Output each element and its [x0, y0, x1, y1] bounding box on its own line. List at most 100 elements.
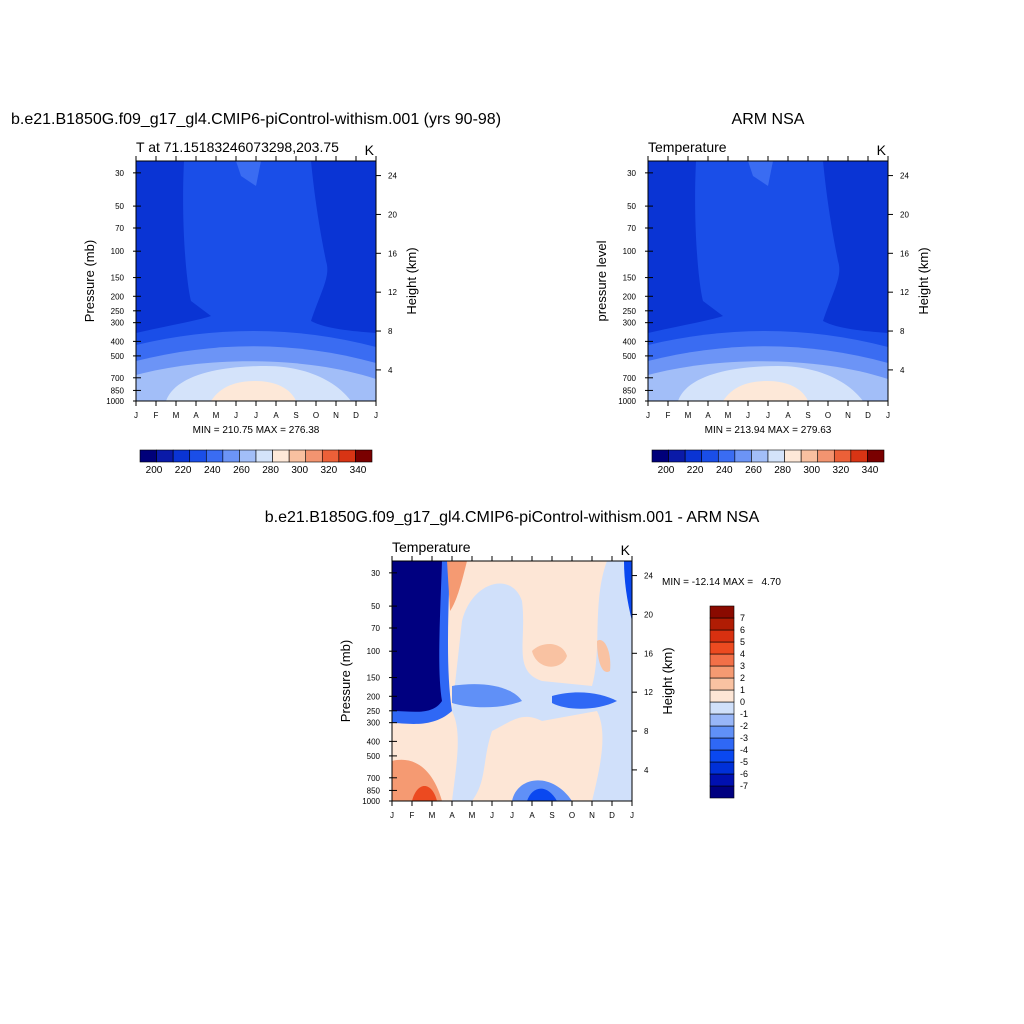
colorbar-label: -5 [740, 757, 748, 767]
colorbar-box [709, 749, 735, 763]
y2-tick-label: 20 [644, 610, 653, 619]
x-tick-label: M [213, 411, 220, 420]
y-tick-label: 400 [111, 337, 125, 346]
y-tick-label: 70 [371, 624, 380, 633]
y-tick-label: 70 [627, 224, 636, 233]
x-tick-label: D [353, 411, 359, 420]
x-tick-label: S [549, 811, 554, 820]
colorbar-label: 2 [740, 673, 745, 683]
colorbar-label: -7 [740, 781, 748, 791]
contour-field [136, 161, 376, 401]
y-tick-label: 100 [111, 247, 125, 256]
colorbar-box [709, 713, 735, 727]
colorbar-box [709, 725, 735, 739]
y-tick-label: 850 [623, 386, 637, 395]
x-tick-label: J [886, 411, 890, 420]
subtitle: Temperature [648, 139, 727, 155]
y2-axis-title: Height (km) [916, 247, 931, 314]
colorbar-box [709, 701, 735, 715]
y-tick-label: 30 [627, 169, 636, 178]
contour-field [648, 161, 888, 401]
y2-axis-title: Height (km) [404, 247, 419, 314]
x-tick-label: J [374, 411, 378, 420]
y2-tick-label: 12 [900, 288, 909, 297]
chart-title: ARM NSA [732, 111, 805, 128]
subtitle: T at 71.15183246073298,203.75 [136, 139, 339, 155]
y-tick-label: 300 [111, 319, 125, 328]
subtitle: Temperature [392, 539, 471, 555]
y2-tick-label: 8 [900, 327, 905, 336]
colorbar-box [784, 449, 802, 463]
colorbar-box [205, 449, 224, 463]
colorbar-box [222, 449, 240, 463]
colorbar-label: 260 [745, 465, 762, 476]
colorbar-box [189, 449, 207, 463]
colorbar-box [651, 449, 669, 463]
y-tick-label: 500 [367, 752, 381, 761]
contour-field [392, 561, 632, 801]
colorbar-box [709, 641, 735, 655]
y-tick-label: 150 [367, 674, 381, 683]
colorbar-label: -1 [740, 709, 748, 719]
colorbar-box [255, 449, 273, 463]
colorbar-label: 0 [740, 697, 745, 707]
y-tick-label: 30 [115, 169, 124, 178]
y2-tick-label: 20 [900, 210, 909, 219]
x-tick-label: J [254, 411, 258, 420]
colorbar-box [272, 449, 290, 463]
x-tick-label: M [429, 811, 436, 820]
y2-tick-label: 8 [388, 327, 393, 336]
y2-tick-label: 24 [900, 172, 909, 181]
y-axis-title: Pressure (mb) [82, 240, 97, 322]
colorbar-box [139, 449, 157, 463]
x-tick-label: F [666, 411, 671, 420]
x-tick-label: N [589, 811, 595, 820]
x-tick-label: J [134, 411, 138, 420]
colorbar-label: 4 [740, 649, 745, 659]
colorbar-box [709, 605, 735, 619]
y-axis-title: Pressure (mb) [338, 640, 353, 722]
colorbar-box [709, 689, 735, 703]
colorbar-box [734, 449, 752, 463]
stats: MIN = 213.94 MAX = 279.63 [705, 425, 832, 436]
y-tick-label: 400 [623, 337, 637, 346]
colorbar-label: 340 [862, 465, 879, 476]
y2-tick-label: 16 [388, 249, 397, 258]
x-tick-label: D [865, 411, 871, 420]
colorbar-box [701, 449, 719, 463]
y-tick-label: 30 [371, 569, 380, 578]
x-tick-label: N [845, 411, 851, 420]
colorbar-label: 320 [321, 465, 338, 476]
x-tick-label: J [234, 411, 238, 420]
colorbar-label: 220 [175, 465, 192, 476]
y-tick-label: 700 [367, 774, 381, 783]
colorbar-label: 260 [233, 465, 250, 476]
colorbar-label: 320 [833, 465, 850, 476]
colorbar-label: 300 [291, 465, 308, 476]
colorbar-label: 240 [716, 465, 733, 476]
colorbar-box [709, 773, 735, 787]
colorbar-box [767, 449, 785, 463]
colorbar-box [751, 449, 769, 463]
x-tick-label: A [193, 411, 199, 420]
y-axis-title: pressure level [594, 240, 609, 321]
y-tick-label: 700 [111, 374, 125, 383]
y2-tick-label: 4 [388, 366, 393, 375]
colorbar-label: -4 [740, 745, 748, 755]
colorbar-box [709, 785, 735, 799]
x-tick-label: J [746, 411, 750, 420]
y-tick-label: 50 [115, 202, 124, 211]
x-tick-label: J [510, 811, 514, 820]
x-tick-label: A [273, 411, 279, 420]
x-tick-label: J [766, 411, 770, 420]
colorbar-box [800, 449, 819, 463]
y-tick-label: 850 [367, 786, 381, 795]
x-tick-label: M [173, 411, 180, 420]
x-tick-label: A [785, 411, 791, 420]
y-tick-label: 150 [623, 274, 637, 283]
x-tick-label: J [390, 811, 394, 820]
colorbar-box [338, 449, 356, 463]
colorbar-box [850, 449, 868, 463]
colorbar-box [833, 449, 852, 463]
units: K [621, 542, 631, 558]
